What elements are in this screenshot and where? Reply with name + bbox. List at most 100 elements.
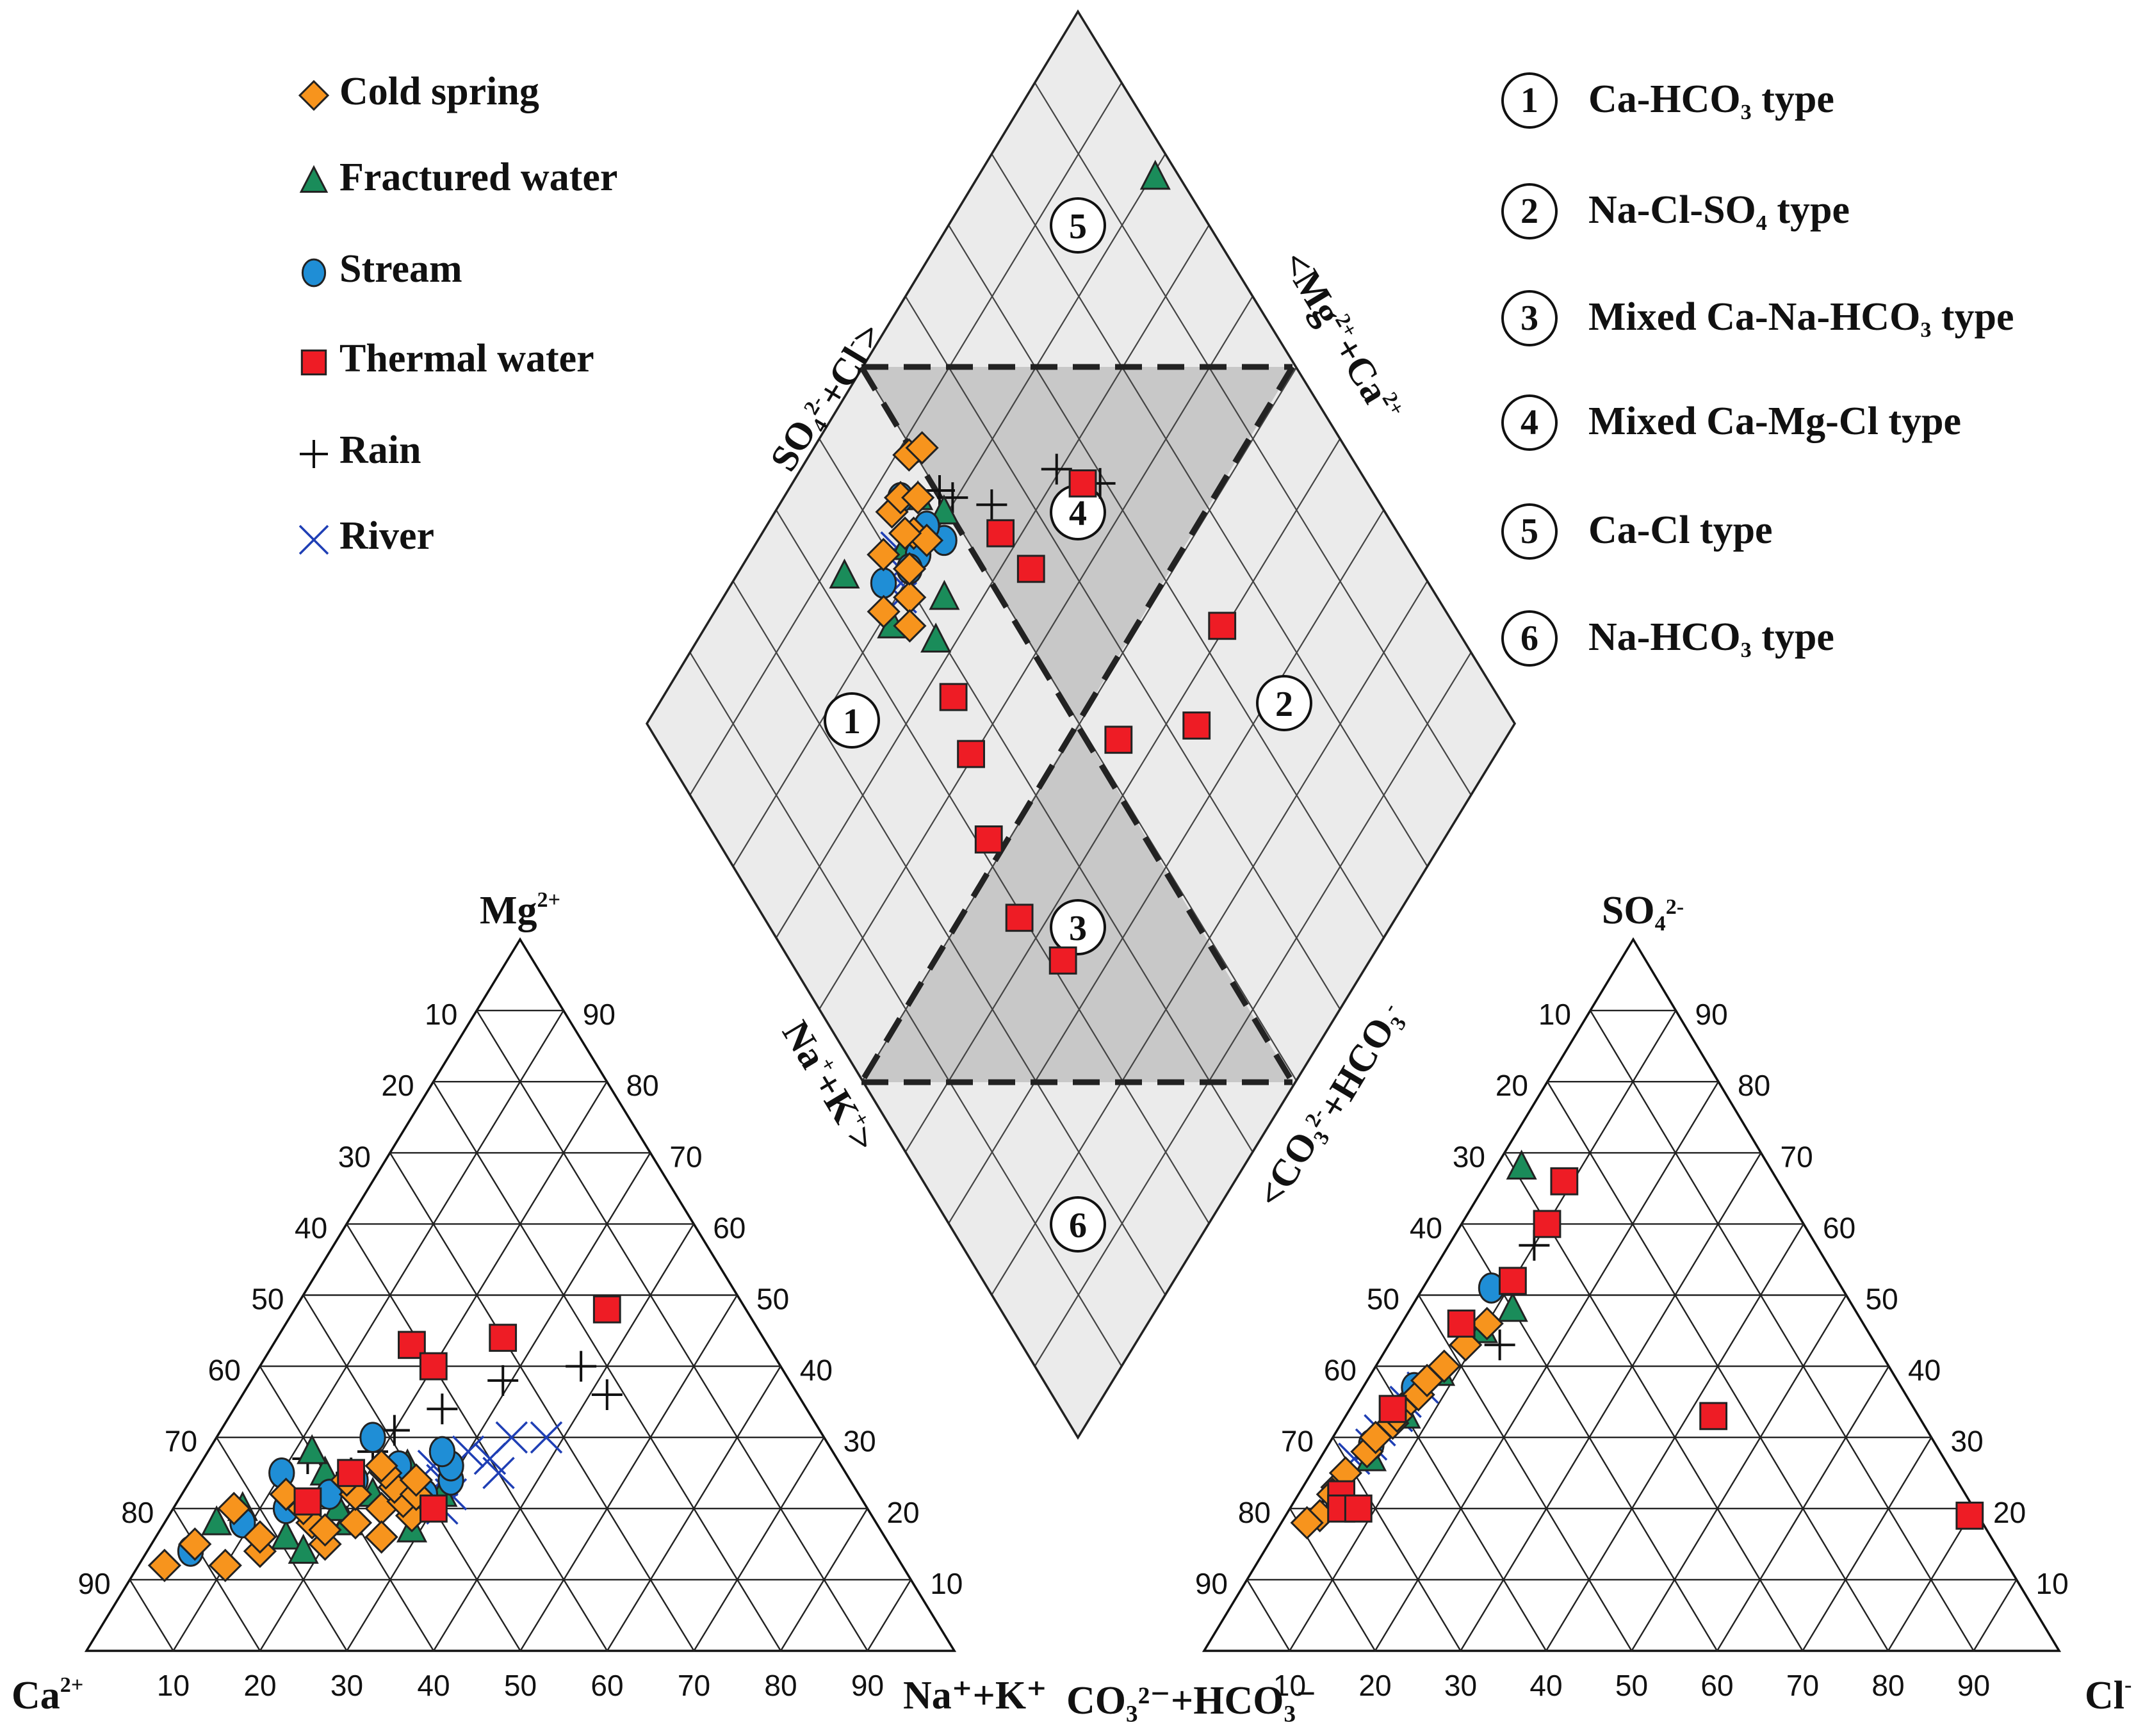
zone-label-3: 3 (1050, 899, 1106, 955)
type-key-circle-6 (1501, 610, 1558, 667)
anion-point-thermal (1378, 1395, 1407, 1424)
grid-line (129, 1579, 174, 1651)
tick-label: 40 (800, 1354, 833, 1387)
diamond-point-thermal (974, 825, 1003, 854)
legend-marker-fractured (299, 165, 329, 193)
anion-point-cold_spring (1290, 1505, 1324, 1540)
diamond-grid-line (904, 438, 1341, 1153)
type-key-label-3: Mixed Ca-Na-HCO3 type (1588, 295, 2014, 342)
legend-item-river: River (298, 514, 434, 558)
legend-marker-river (298, 524, 329, 555)
grid-line (1973, 1579, 2018, 1651)
type-key-label-1: Ca-HCO3 type (1588, 77, 1834, 124)
cation-point-cold_spring (243, 1520, 277, 1554)
diamond-grid-line (948, 509, 1385, 1224)
diamond-point-thermal (1005, 904, 1034, 932)
cation-point-thermal (592, 1295, 621, 1324)
cation-point-cold_spring (338, 1505, 373, 1540)
diamond-point-fractured (829, 558, 860, 588)
type-key-number-4: 4 (1520, 403, 1538, 442)
zone-number-5: 5 (1069, 207, 1087, 247)
type-key-item-4: 4 Mixed Ca-Mg-Cl type (1501, 394, 1961, 451)
legend-marker-stream (301, 258, 327, 288)
tick-label: 60 (1324, 1354, 1357, 1387)
zone-number-2: 2 (1275, 685, 1293, 724)
tick-label: 50 (1367, 1283, 1399, 1316)
tick-label: 70 (669, 1140, 702, 1173)
type-key-item-3: 3 Mixed Ca-Na-HCO3 type (1501, 290, 2014, 346)
tick-label: 50 (504, 1669, 537, 1702)
legend-item-cold_spring: Cold spring (298, 70, 539, 113)
diamond-point-cold_spring (867, 537, 901, 572)
diamond-point-rain (924, 475, 955, 507)
cation-point-cold_spring (178, 1527, 212, 1561)
tick-label: 70 (678, 1669, 710, 1702)
zone-boundary (859, 365, 1295, 1084)
zone-circle-6 (1050, 1196, 1106, 1253)
tick-label: 10 (1538, 998, 1571, 1031)
tick-label: 30 (844, 1425, 876, 1458)
diamond-grid (689, 82, 1472, 1367)
tick-label: 70 (1281, 1425, 1314, 1458)
anion-triangle: 10 90 10 20 80 20 30 70 30 40 60 40 50 50 50 60 40 60 70 30… (1066, 889, 2132, 1723)
legend: Cold spring Fractured water Stream Thermal … (298, 70, 617, 558)
tick-label: 40 (1410, 1211, 1442, 1244)
diamond-point-cold_spring (905, 431, 939, 465)
tick-label: 10 (1273, 1669, 1306, 1702)
cation-series-thermal (293, 1295, 621, 1523)
cation-triangle-ticks: 10 90 10 20 80 20 30 70 30 40 60 40 50 50 50 60 40 60 70 30… (78, 998, 963, 1702)
type-key-number-2: 2 (1520, 191, 1538, 231)
cation-point-cold_spring (208, 1548, 242, 1582)
grid-line (519, 1294, 738, 1651)
diamond-grid-line (732, 581, 1166, 1295)
tick-label: 70 (165, 1425, 197, 1458)
type-key-label-2: Na-Cl-SO4 type (1588, 188, 1850, 235)
cation-apex-top: Mg2+ (480, 888, 560, 932)
cation-point-rain (566, 1351, 597, 1382)
tick-label: 80 (1871, 1669, 1904, 1702)
legend-item-thermal: Thermal water (300, 337, 594, 380)
tick-label: 20 (1496, 1069, 1528, 1102)
diamond-point-cold_spring (901, 481, 935, 515)
diamond-point-cold_spring (893, 609, 927, 643)
diamond-point-thermal (1048, 946, 1077, 975)
cation-point-thermal (398, 1331, 426, 1359)
grid-line (432, 1081, 782, 1651)
tick-label: 80 (1238, 1496, 1271, 1529)
cation-point-river (530, 1421, 563, 1454)
cation-point-cold_spring (147, 1548, 182, 1582)
diamond-series-cold_spring (867, 431, 944, 643)
grid-line (1460, 1152, 1762, 1651)
zone-circle-1 (824, 692, 880, 749)
cation-point-cold_spring (308, 1513, 342, 1547)
tick-label: 50 (1866, 1283, 1898, 1316)
cation-triangle: 10 90 10 20 80 20 30 70 30 40 60 40 50 50 50 60 40 60 70 30… (12, 888, 1047, 1717)
diamond-grid-line (689, 652, 1123, 1367)
zone-label-6: 6 (1050, 1196, 1106, 1253)
diamond-point-rain (1041, 453, 1072, 485)
legend-item-fractured: Fractured water (299, 156, 617, 199)
cation-point-river (482, 1457, 515, 1489)
cation-triangle-grid (129, 1009, 912, 1651)
tick-label: 40 (417, 1669, 450, 1702)
tick-label: 50 (756, 1283, 789, 1316)
diamond-point-rain (976, 489, 1007, 521)
tick-label: 30 (330, 1669, 363, 1702)
grid-line (476, 1010, 868, 1651)
diamond-point-cold_spring (892, 552, 927, 586)
anion-point-rain (1484, 1329, 1515, 1361)
legend-marker-rain (300, 440, 328, 468)
zone-4-shade (861, 367, 1292, 724)
anion-point-thermal (1344, 1494, 1373, 1523)
anion-point-thermal (1550, 1167, 1579, 1196)
type-key-circle-2 (1501, 183, 1558, 239)
tick-label: 20 (886, 1496, 919, 1529)
grid-line (1374, 1081, 1720, 1651)
type-key-item-6: 6 Na-HCO3 type (1501, 610, 1834, 667)
anion-point-thermal (1533, 1210, 1561, 1238)
tick-label: 80 (1738, 1069, 1770, 1102)
diamond-points (829, 159, 1237, 975)
grid-line (346, 1152, 651, 1651)
anion-point-thermal (1699, 1402, 1728, 1431)
tick-label: 50 (251, 1283, 284, 1316)
